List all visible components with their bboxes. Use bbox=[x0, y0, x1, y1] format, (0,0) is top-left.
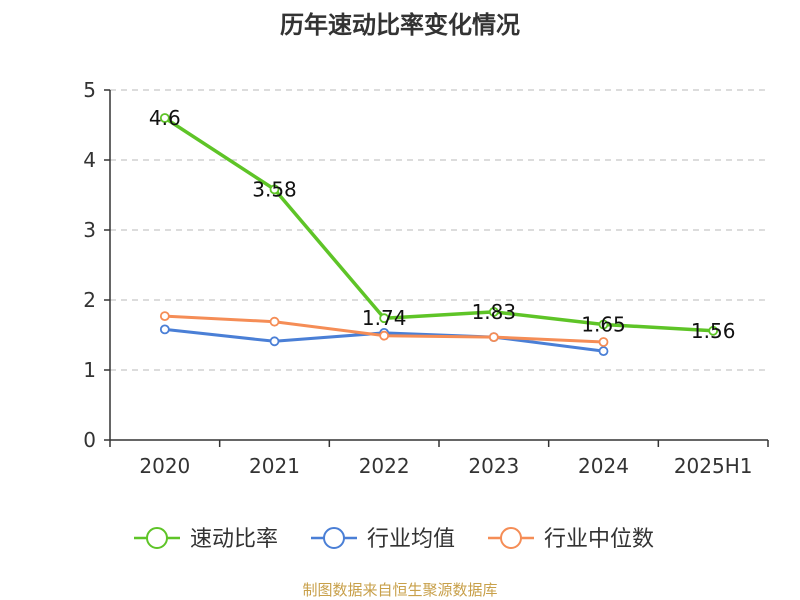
x-tick-label: 2025H1 bbox=[674, 454, 753, 478]
series-layer bbox=[159, 113, 719, 357]
data-label: 3.58 bbox=[252, 177, 297, 201]
source-note: 制图数据来自恒生聚源数据库 bbox=[302, 581, 497, 599]
series-2 bbox=[159, 311, 609, 347]
legend[interactable]: 速动比率 行业均值 行业中位数 bbox=[134, 527, 654, 552]
data-label: 1.74 bbox=[362, 306, 407, 330]
y-tick-label: 2 bbox=[83, 288, 96, 312]
series-line bbox=[163, 116, 714, 333]
data-point[interactable] bbox=[488, 332, 499, 343]
data-point[interactable] bbox=[379, 313, 390, 324]
data-label: 1.56 bbox=[691, 319, 736, 343]
data-point[interactable] bbox=[598, 337, 609, 347]
legend-label: 行业均值 bbox=[367, 527, 455, 552]
legend-label: 行业中位数 bbox=[544, 527, 654, 552]
legend-item[interactable]: 行业均值 bbox=[311, 527, 455, 552]
data-point[interactable] bbox=[269, 184, 280, 195]
x-tick-label: 2023 bbox=[468, 454, 519, 478]
legend-marker bbox=[500, 527, 522, 549]
data-point[interactable] bbox=[488, 306, 499, 317]
x-tick-label: 2020 bbox=[139, 454, 190, 478]
data-point[interactable] bbox=[598, 346, 609, 357]
chart-title: 历年速动比率变化情况 bbox=[280, 11, 520, 39]
legend-label: 速动比率 bbox=[190, 527, 278, 552]
y-tick-label: 3 bbox=[83, 218, 96, 242]
series-0 bbox=[159, 113, 719, 336]
x-tick-label: 2024 bbox=[578, 454, 629, 478]
y-tick-label: 0 bbox=[83, 428, 96, 452]
y-tick-label: 1 bbox=[83, 358, 96, 382]
legend-item[interactable]: 速动比率 bbox=[134, 527, 278, 552]
axes: 0 1 2 3 4 5 2020 2021 2022 2023 2024 2025H1 bbox=[83, 78, 769, 478]
data-point[interactable] bbox=[708, 325, 719, 336]
data-point[interactable] bbox=[269, 336, 280, 347]
data-point[interactable] bbox=[159, 324, 170, 335]
data-label: 1.83 bbox=[472, 300, 517, 324]
y-tick-label: 5 bbox=[83, 78, 96, 102]
legend-item[interactable]: 行业中位数 bbox=[488, 527, 654, 552]
data-label: 4.6 bbox=[149, 106, 181, 130]
x-tick-label: 2022 bbox=[359, 454, 410, 478]
data-point[interactable] bbox=[159, 113, 170, 123]
x-tick-label: 2021 bbox=[249, 454, 300, 478]
data-label: 1.65 bbox=[581, 313, 626, 337]
data-point[interactable] bbox=[598, 319, 609, 330]
data-point[interactable] bbox=[159, 311, 170, 322]
y-tick-label: 4 bbox=[83, 148, 96, 172]
legend-marker bbox=[323, 527, 345, 549]
data-point[interactable] bbox=[379, 330, 390, 341]
data-labels: 4.6 3.58 1.74 1.83 1.65 1.56 bbox=[149, 106, 736, 343]
data-point[interactable] bbox=[269, 316, 280, 327]
legend-marker bbox=[146, 527, 168, 549]
